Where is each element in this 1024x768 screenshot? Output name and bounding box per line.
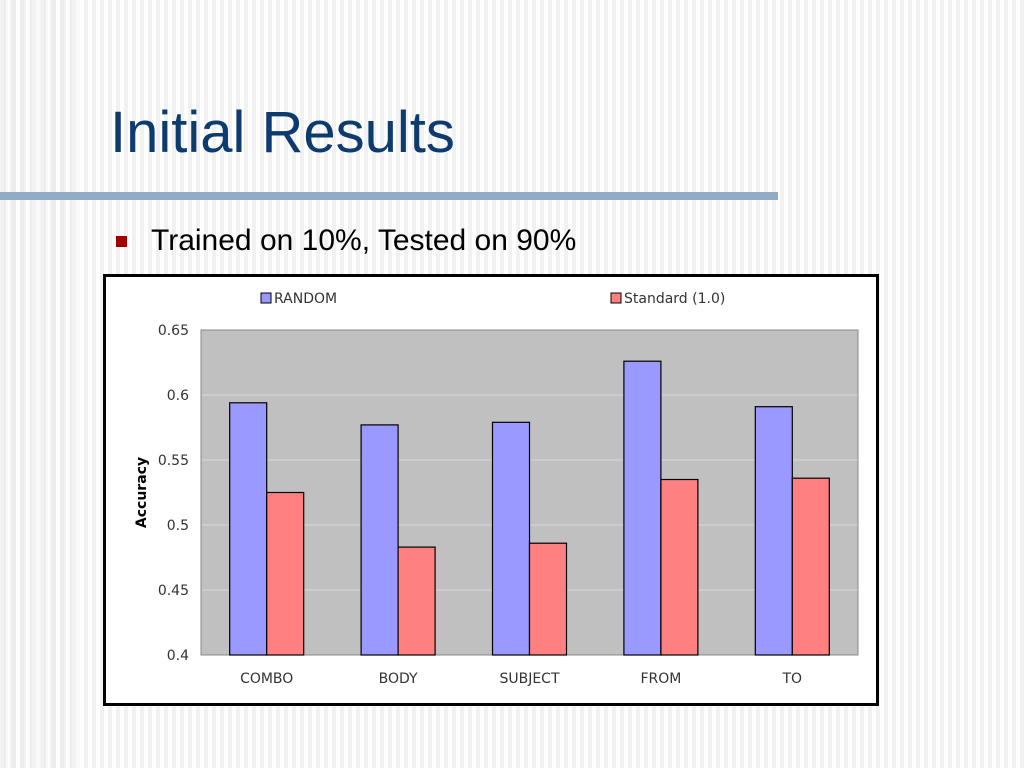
bar-chart: 0.4 0.45 0.5 0.55 0.6 0.65 COMBO BODY SUBJECT FRO… xyxy=(134,291,859,687)
bar xyxy=(491,421,531,656)
bar xyxy=(360,424,399,656)
bar xyxy=(397,546,436,656)
bullet-text: Trained on 10%, Tested on 90% xyxy=(151,224,577,257)
y-tick-label: 0.6 xyxy=(167,388,189,404)
y-tick-label: 0.65 xyxy=(158,323,189,339)
square-bullet-icon xyxy=(116,235,127,247)
title-divider xyxy=(0,192,778,200)
x-tick-label: SUBJECT xyxy=(499,671,559,687)
x-tick-label: FROM xyxy=(640,671,681,687)
y-axis-label: Accuracy xyxy=(134,457,150,528)
y-tick-label: 0.4 xyxy=(167,648,189,664)
chart-frame: 0.4 0.45 0.5 0.55 0.6 0.65 COMBO BODY SUBJECT FRO… xyxy=(103,274,879,706)
x-tick-label: COMBO xyxy=(240,671,293,687)
bar xyxy=(623,360,662,656)
bar xyxy=(791,477,830,656)
x-tick-label: BODY xyxy=(379,671,418,687)
bullet-item: Trained on 10%, Tested on 90% xyxy=(116,224,576,258)
background-stripes xyxy=(0,0,80,768)
bar xyxy=(266,491,305,656)
bar xyxy=(528,542,568,656)
y-tick-label: 0.5 xyxy=(167,518,189,534)
legend-swatch xyxy=(260,292,272,304)
y-tick-label: 0.55 xyxy=(158,453,189,469)
y-tick-label: 0.45 xyxy=(158,583,189,599)
bar xyxy=(660,478,699,656)
legend-label: RANDOM xyxy=(274,291,337,307)
slide-title: Initial Results xyxy=(110,100,455,165)
bar xyxy=(754,406,793,656)
legend-label: Standard (1.0) xyxy=(624,291,725,307)
legend-swatch xyxy=(610,292,622,304)
x-tick-label: TO xyxy=(782,671,803,687)
bar xyxy=(229,402,268,656)
